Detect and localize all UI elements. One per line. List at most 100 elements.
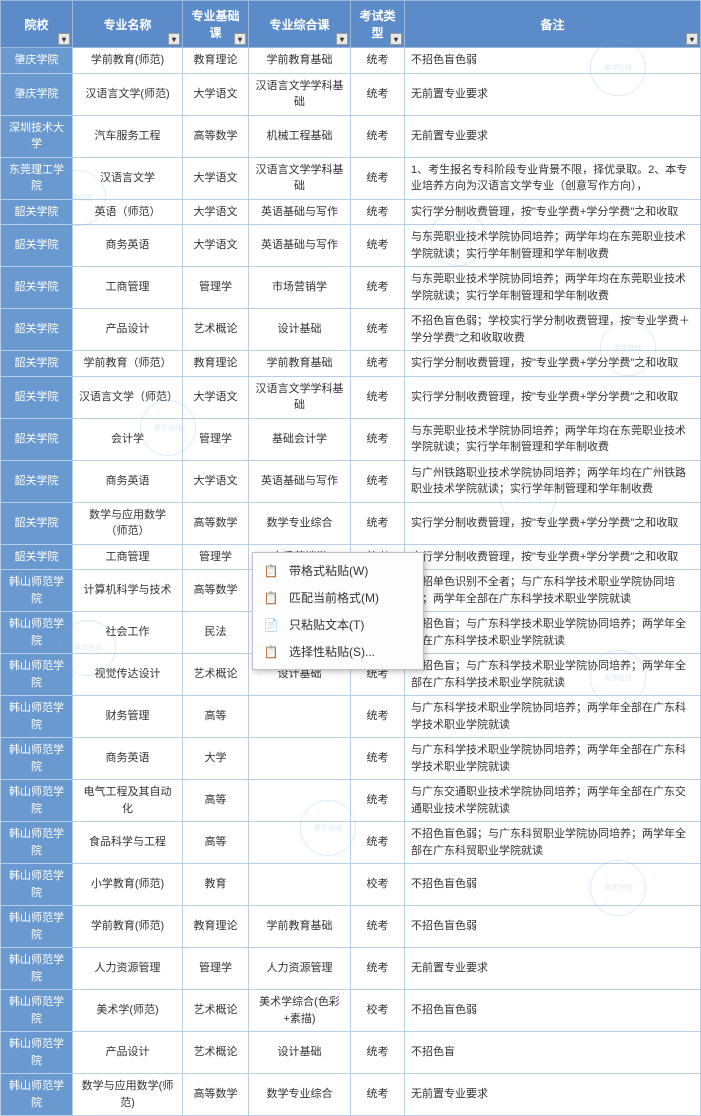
table-row: 韩山师范学院人力资源管理管理学人力资源管理统考无前置专业要求	[1, 948, 701, 990]
cell-r21-c4: 校考	[351, 864, 405, 906]
cell-r22-c2: 教育理论	[183, 906, 249, 948]
cell-r4-c5: 实行学分制收费管理，按"专业学费+学分学费"之和收取	[405, 199, 701, 225]
cell-r25-c5: 不招色盲	[405, 1032, 701, 1074]
cell-r18-c2: 大学	[183, 738, 249, 780]
cell-r24-c3: 美术学综合(色彩+素描)	[249, 990, 351, 1032]
filter-dropdown-icon[interactable]: ▾	[686, 33, 698, 45]
cell-r19-c4: 统考	[351, 780, 405, 822]
cell-r7-c2: 艺术概论	[183, 309, 249, 351]
cell-r13-c2: 管理学	[183, 544, 249, 570]
filter-dropdown-icon[interactable]: ▾	[168, 33, 180, 45]
table-row: 肇庆学院学前教育(师范)教育理论学前教育基础统考不招色盲色弱	[1, 48, 701, 74]
cell-r8-c1: 学前教育（师范）	[73, 351, 183, 377]
cell-r10-c5: 与东莞职业技术学院协同培养；两学年均在东莞职业技术学院就读；实行学年制管理和学年…	[405, 418, 701, 460]
cell-r17-c2: 高等	[183, 696, 249, 738]
cell-r8-c3: 学前教育基础	[249, 351, 351, 377]
cell-r1-c5: 无前置专业要求	[405, 73, 701, 115]
cell-r1-c1: 汉语言文学(师范)	[73, 73, 183, 115]
cell-r2-c2: 高等数学	[183, 115, 249, 157]
col-header-4[interactable]: 考试类型▾	[351, 1, 405, 48]
cell-r17-c5: 与广东科学技术职业学院协同培养；两学年全部在广东科学技术职业学院就读	[405, 696, 701, 738]
cell-r26-c2: 高等数学	[183, 1074, 249, 1116]
cell-r18-c1: 商务英语	[73, 738, 183, 780]
filter-dropdown-icon[interactable]: ▾	[390, 33, 402, 45]
cell-r19-c2: 高等	[183, 780, 249, 822]
filter-dropdown-icon[interactable]: ▾	[234, 33, 246, 45]
col-header-2[interactable]: 专业基础课▾	[183, 1, 249, 48]
cell-r22-c4: 统考	[351, 906, 405, 948]
cell-r18-c4: 统考	[351, 738, 405, 780]
table-row: 韶关学院学前教育（师范）教育理论学前教育基础统考实行学分制收费管理，按"专业学费…	[1, 351, 701, 377]
cell-r17-c4: 统考	[351, 696, 405, 738]
cell-r21-c1: 小学教育(师范)	[73, 864, 183, 906]
cell-r25-c3: 设计基础	[249, 1032, 351, 1074]
col-header-label: 专业综合课	[269, 18, 329, 32]
cell-r15-c0: 韩山师范学院	[1, 612, 73, 654]
filter-dropdown-icon[interactable]: ▾	[336, 33, 348, 45]
col-header-3[interactable]: 专业综合课 ▾	[249, 1, 351, 48]
cell-r26-c3: 数学专业综合	[249, 1074, 351, 1116]
cell-r15-c1: 社会工作	[73, 612, 183, 654]
table-row: 韩山师范学院产品设计艺术概论设计基础统考不招色盲	[1, 1032, 701, 1074]
filter-dropdown-icon[interactable]: ▾	[58, 33, 70, 45]
cell-r20-c0: 韩山师范学院	[1, 822, 73, 864]
context-menu-item-1[interactable]: 📋匹配当前格式(M)	[253, 584, 423, 611]
cell-r25-c0: 韩山师范学院	[1, 1032, 73, 1074]
table-row: 韩山师范学院数学与应用数学(师范)高等数学数学专业综合统考无前置专业要求	[1, 1074, 701, 1116]
cell-r3-c3: 汉语言文学学科基础	[249, 157, 351, 199]
cell-r7-c5: 不招色盲色弱；学校实行学分制收费管理，按"专业学费＋学分学费"之和收取收费	[405, 309, 701, 351]
cell-r8-c5: 实行学分制收费管理，按"专业学费+学分学费"之和收取	[405, 351, 701, 377]
table-header: 院校▾专业名称▾专业基础课▾专业综合课▾考试类型▾备注▾	[1, 1, 701, 48]
cell-r11-c0: 韶关学院	[1, 460, 73, 502]
cell-r11-c3: 英语基础与写作	[249, 460, 351, 502]
cell-r2-c0: 深圳技术大学	[1, 115, 73, 157]
paste-icon: 📋	[263, 563, 279, 579]
cell-r20-c3	[249, 822, 351, 864]
cell-r22-c3: 学前教育基础	[249, 906, 351, 948]
context-menu-item-2[interactable]: 📄只粘贴文本(T)	[253, 611, 423, 638]
cell-r5-c2: 大学语文	[183, 225, 249, 267]
cell-r22-c5: 不招色盲色弱	[405, 906, 701, 948]
cell-r10-c1: 会计学	[73, 418, 183, 460]
cell-r9-c2: 大学语文	[183, 376, 249, 418]
cell-r1-c2: 大学语文	[183, 73, 249, 115]
cell-r2-c3: 机械工程基础	[249, 115, 351, 157]
cell-r6-c3: 市场营销学	[249, 267, 351, 309]
col-header-1[interactable]: 专业名称▾	[73, 1, 183, 48]
cell-r26-c5: 无前置专业要求	[405, 1074, 701, 1116]
cell-r22-c1: 学前教育(师范)	[73, 906, 183, 948]
table-row: 韩山师范学院食品科学与工程高等统考不招色盲色弱；与广东科贸职业学院协同培养；两学…	[1, 822, 701, 864]
cell-r15-c2: 民法	[183, 612, 249, 654]
cell-r24-c4: 校考	[351, 990, 405, 1032]
cell-r26-c4: 统考	[351, 1074, 405, 1116]
cell-r15-c5: 不招色盲；与广东科学技术职业学院协同培养；两学年全部在广东科学技术职业学院就读	[405, 612, 701, 654]
cell-r14-c0: 韩山师范学院	[1, 570, 73, 612]
cell-r3-c4: 统考	[351, 157, 405, 199]
cell-r9-c1: 汉语言文学（师范）	[73, 376, 183, 418]
cell-r14-c1: 计算机科学与技术	[73, 570, 183, 612]
context-menu: 📋带格式粘贴(W)📋匹配当前格式(M)📄只粘贴文本(T)📋选择性粘贴(S)...	[252, 552, 424, 670]
cell-r6-c4: 统考	[351, 267, 405, 309]
cell-r5-c0: 韶关学院	[1, 225, 73, 267]
cell-r18-c0: 韩山师范学院	[1, 738, 73, 780]
paste-icon: 📋	[263, 590, 279, 606]
cell-r7-c0: 韶关学院	[1, 309, 73, 351]
cell-r1-c4: 统考	[351, 73, 405, 115]
col-header-label: 专业基础课	[191, 9, 239, 40]
cell-r0-c1: 学前教育(师范)	[73, 48, 183, 74]
cell-r9-c4: 统考	[351, 376, 405, 418]
col-header-5[interactable]: 备注▾	[405, 1, 701, 48]
cell-r25-c2: 艺术概论	[183, 1032, 249, 1074]
cell-r19-c1: 电气工程及其自动化	[73, 780, 183, 822]
cell-r19-c3	[249, 780, 351, 822]
cell-r13-c1: 工商管理	[73, 544, 183, 570]
context-menu-item-3[interactable]: 📋选择性粘贴(S)...	[253, 638, 423, 665]
cell-r14-c2: 高等数学	[183, 570, 249, 612]
table-row: 深圳技术大学汽车服务工程高等数学机械工程基础统考无前置专业要求	[1, 115, 701, 157]
cell-r22-c0: 韩山师范学院	[1, 906, 73, 948]
table-row: 韶关学院英语（师范）大学语文英语基础与写作统考实行学分制收费管理，按"专业学费+…	[1, 199, 701, 225]
col-header-0[interactable]: 院校▾	[1, 1, 73, 48]
context-menu-item-0[interactable]: 📋带格式粘贴(W)	[253, 557, 423, 584]
cell-r6-c1: 工商管理	[73, 267, 183, 309]
context-menu-item-label: 选择性粘贴(S)...	[289, 643, 375, 660]
